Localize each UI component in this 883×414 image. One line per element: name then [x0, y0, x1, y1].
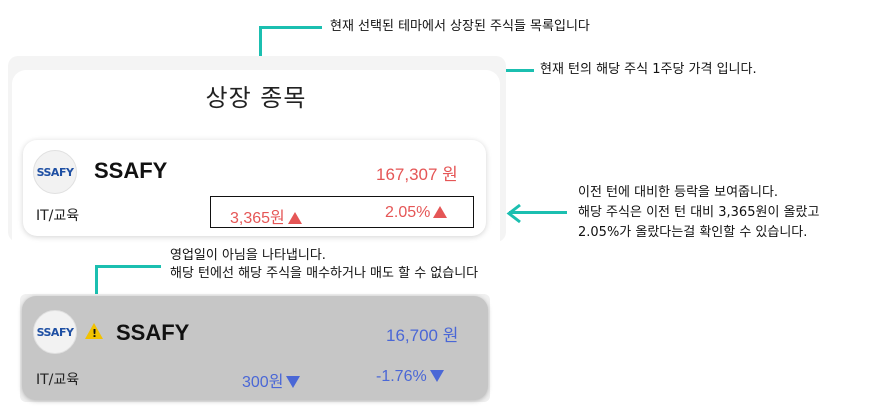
triangle-down-icon: [286, 376, 301, 388]
annotation-arrow-line: [509, 211, 567, 214]
change-amount-value: 300원: [242, 374, 284, 391]
annotation-arrow-line: [259, 26, 322, 29]
stock-sector: IT/교육: [36, 208, 80, 224]
change-percent-value: -1.76%: [376, 368, 427, 385]
annotation-list-description: 현재 선택된 테마에서 상장된 주식들 목록입니다: [330, 19, 590, 34]
stock-name: SSAFY: [116, 320, 190, 345]
stock-sector: IT/교육: [36, 372, 80, 388]
annotation-change-line-1: 이전 턴에 대비한 등락을 보여줍니다.: [578, 185, 779, 200]
change-highlight-box: [210, 196, 474, 228]
annotation-holiday-line-1: 영업일이 아님을 나타냅니다.: [170, 248, 326, 263]
stock-price: 16,700 원: [386, 326, 459, 345]
annotation-change-line-2: 해당 주식은 이전 턴 대비 3,365원이 올랐고: [578, 205, 820, 220]
stock-name: SSAFY: [94, 158, 168, 183]
triangle-up-icon: [433, 206, 448, 218]
change-amount: 300원: [242, 368, 301, 392]
warning-icon: !: [85, 323, 103, 340]
annotation-arrow-line: [95, 265, 98, 313]
company-logo: SSAFY: [33, 310, 77, 354]
annotation-change-line-3: 2.05%가 올랐다는걸 확인할 수 있습니다.: [578, 225, 808, 240]
change-percent: 2.05%: [385, 204, 448, 222]
stock-card-closed[interactable]: [22, 296, 488, 400]
change-percent-value: 2.05%: [385, 204, 431, 221]
annotation-holiday-line-2: 해당 턴에선 해당 주식을 매수하거나 매도 할 수 없습니다: [170, 266, 479, 281]
change-amount-value: 3,365원: [230, 210, 285, 227]
page-title: 상장 종목: [205, 84, 307, 112]
triangle-down-icon: [429, 370, 444, 382]
annotation-price-description: 현재 턴의 해당 주식 1주당 가격 입니다.: [540, 62, 757, 77]
annotation-arrow-line: [95, 265, 161, 268]
change-percent: -1.76%: [376, 368, 444, 386]
change-amount: 3,365원: [230, 204, 302, 228]
company-logo: SSAFY: [33, 150, 77, 194]
triangle-up-icon: [287, 212, 302, 224]
stock-price: 167,307 원: [376, 165, 458, 184]
stock-card[interactable]: [23, 140, 486, 236]
annotation-arrow-line: [259, 26, 262, 64]
